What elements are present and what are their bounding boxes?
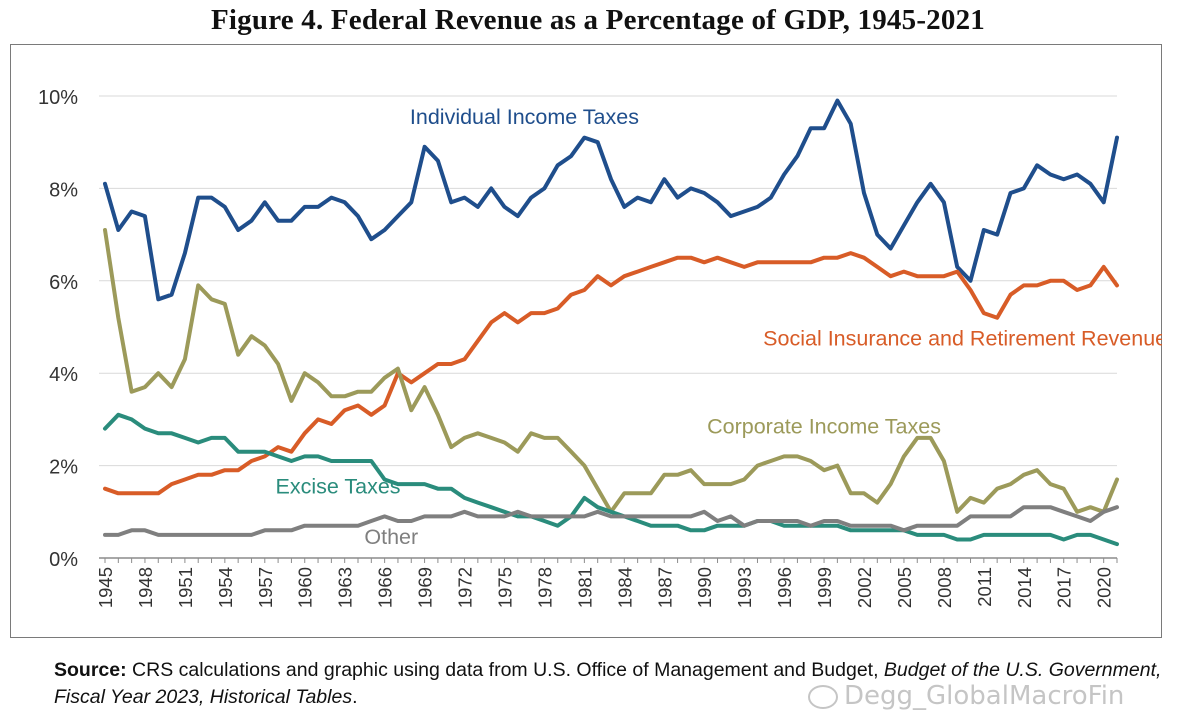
x-tick-label: 1972	[455, 567, 476, 608]
series-line	[103, 505, 1119, 537]
watermark: Degg_GlobalMacroFin	[808, 681, 1124, 711]
x-tick-label: 1948	[135, 567, 156, 608]
x-tick-label: 2020	[1094, 567, 1115, 608]
source-end: .	[352, 686, 358, 708]
series-line	[103, 412, 1119, 547]
figure-title: Figure 4. Federal Revenue as a Percentag…	[211, 4, 985, 36]
source-text: CRS calculations and graphic using data …	[126, 659, 884, 681]
x-tick-label: 2008	[934, 567, 955, 608]
y-tick-label: 0%	[49, 549, 78, 571]
watermark-text: Degg_GlobalMacroFin	[844, 681, 1125, 711]
x-tick-label: 1996	[774, 567, 795, 608]
y-tick-label: 6%	[49, 272, 78, 294]
source-publication: Budget of the U.S. Government, Fiscal Ye…	[54, 659, 1162, 708]
series-label: Excise Taxes	[275, 474, 400, 498]
source-label: Source:	[54, 659, 127, 681]
x-tick-label: 1960	[295, 567, 316, 608]
gridlines	[99, 95, 1117, 467]
y-tick-label: 10%	[38, 87, 78, 109]
x-tick-label: 1984	[614, 567, 635, 608]
line-chart: 0%2%4%6%8%10% 1945 1948 1951 1954 1957 1960 19…	[38, 87, 1162, 608]
y-tick-label: 4%	[49, 364, 78, 386]
x-tick-label: 1981	[574, 567, 595, 608]
x-tick-label: 1954	[215, 567, 236, 608]
x-tick-label: 1945	[95, 567, 116, 608]
x-tick-label: 1993	[734, 567, 755, 608]
series-label: Other	[364, 525, 418, 549]
x-tick-label: 1975	[494, 567, 515, 608]
y-tick-label: 8%	[49, 179, 78, 201]
series-lines	[103, 98, 1119, 547]
series-line	[103, 251, 1119, 496]
x-tick-label: 1987	[654, 567, 675, 608]
x-tick-label: 2011	[974, 567, 995, 607]
series-line	[103, 98, 1119, 302]
series-label: Individual Income Taxes	[410, 105, 639, 129]
y-tick-labels: 0% 2% 4% 6% 8% 10%	[38, 87, 78, 571]
x-tick-label: 1951	[175, 567, 196, 608]
x-tick-label: 2017	[1054, 567, 1075, 608]
series-line	[103, 228, 1119, 514]
weibo-icon	[808, 684, 838, 709]
x-tick-label: 1963	[335, 567, 356, 608]
series-label: Social Insurance and Retirement Revenues	[763, 327, 1162, 351]
x-tick-label: 1999	[814, 567, 835, 608]
x-tick-label: 2014	[1014, 567, 1035, 608]
series-labels: Individual Income Taxes Social Insurance …	[275, 105, 1162, 549]
x-tick-label: 1969	[415, 567, 436, 608]
x-tick-label: 1990	[694, 567, 715, 608]
x-tick-label: 1978	[534, 567, 555, 608]
chart-frame	[10, 44, 1162, 638]
x-tick-label: 2005	[894, 567, 915, 608]
y-tick-label: 2%	[49, 457, 78, 479]
x-tick-label: 2002	[854, 567, 875, 608]
x-tick-label: 1966	[375, 567, 396, 608]
series-label: Corporate Income Taxes	[707, 414, 941, 438]
source-note: Source: CRS calculations and graphic usi…	[54, 657, 1164, 711]
x-axis: 1945 1948 1951 1954 1957 1960 1963 1966 1969 1972…	[95, 557, 1118, 608]
x-tick-label: 1957	[255, 567, 276, 608]
